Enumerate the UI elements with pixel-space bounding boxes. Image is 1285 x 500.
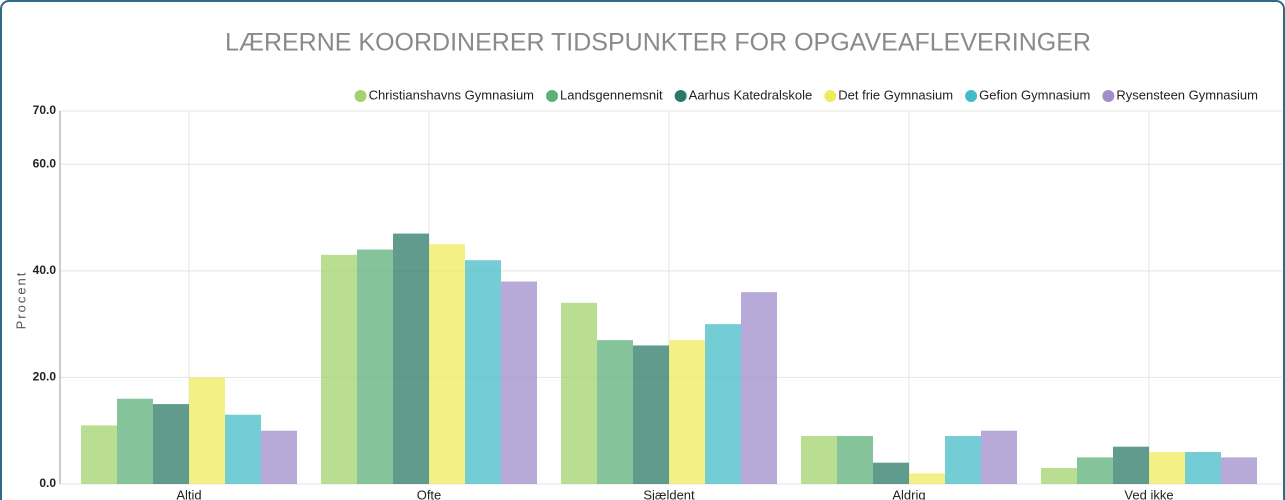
bar: [1113, 446, 1149, 484]
y-tick-label: 70.0: [33, 103, 57, 117]
y-tick-label: 20.0: [33, 370, 57, 384]
bar: [633, 345, 669, 484]
bar: [837, 436, 873, 484]
bar: [1041, 468, 1077, 484]
bar: [1149, 452, 1185, 484]
legend-label: Det frie Gymnasium: [838, 87, 953, 102]
legend-swatch: [354, 90, 367, 102]
bar: [705, 324, 741, 484]
bar: [945, 436, 981, 484]
bar: [225, 414, 261, 484]
chart-title: LÆRERNE KOORDINERER TIDSPUNKTER FOR OPGA…: [225, 29, 1091, 57]
x-tick-label: Altid: [176, 487, 201, 500]
bar: [429, 244, 465, 484]
legend-label: Gefion Gymnasium: [979, 87, 1090, 102]
legend-swatch: [824, 90, 837, 102]
x-tick-label: Sjældent: [643, 487, 695, 500]
bar: [501, 281, 537, 484]
bar: [117, 398, 153, 484]
bar: [597, 340, 633, 484]
bar: [801, 436, 837, 484]
y-tick-label: 0.0: [39, 476, 56, 490]
y-tick-label: 60.0: [33, 156, 57, 170]
legend-swatch: [546, 90, 559, 102]
x-tick-label: Aldrig: [892, 487, 925, 500]
x-tick-label: Ved ikke: [1124, 487, 1173, 500]
legend-label: Rysensteen Gymnasium: [1116, 87, 1258, 102]
bar: [321, 254, 357, 484]
legend-label: Landsgennemsnit: [560, 87, 663, 102]
bar: [81, 425, 117, 484]
x-tick-label: Ofte: [417, 487, 442, 500]
bar: [981, 430, 1017, 484]
legend-swatch: [1102, 90, 1115, 102]
bar: [561, 302, 597, 484]
bar: [1077, 457, 1113, 484]
legend-swatch: [965, 90, 978, 102]
bar: [909, 473, 945, 484]
legend-label: Christianshavns Gymnasium: [369, 87, 534, 102]
bar: [357, 249, 393, 484]
bar: [1185, 452, 1221, 484]
bar: [873, 462, 909, 484]
bar: [393, 233, 429, 484]
legend-label: Aarhus Katedralskole: [689, 87, 813, 102]
bar: [741, 292, 777, 484]
bar: [153, 404, 189, 484]
bar: [465, 260, 501, 484]
bar: [669, 340, 705, 484]
bar: [261, 430, 297, 484]
bar: [1221, 457, 1257, 484]
y-axis-title: Procent: [13, 271, 28, 330]
legend-swatch: [674, 90, 687, 102]
bar: [189, 377, 225, 484]
y-tick-label: 40.0: [33, 263, 57, 277]
